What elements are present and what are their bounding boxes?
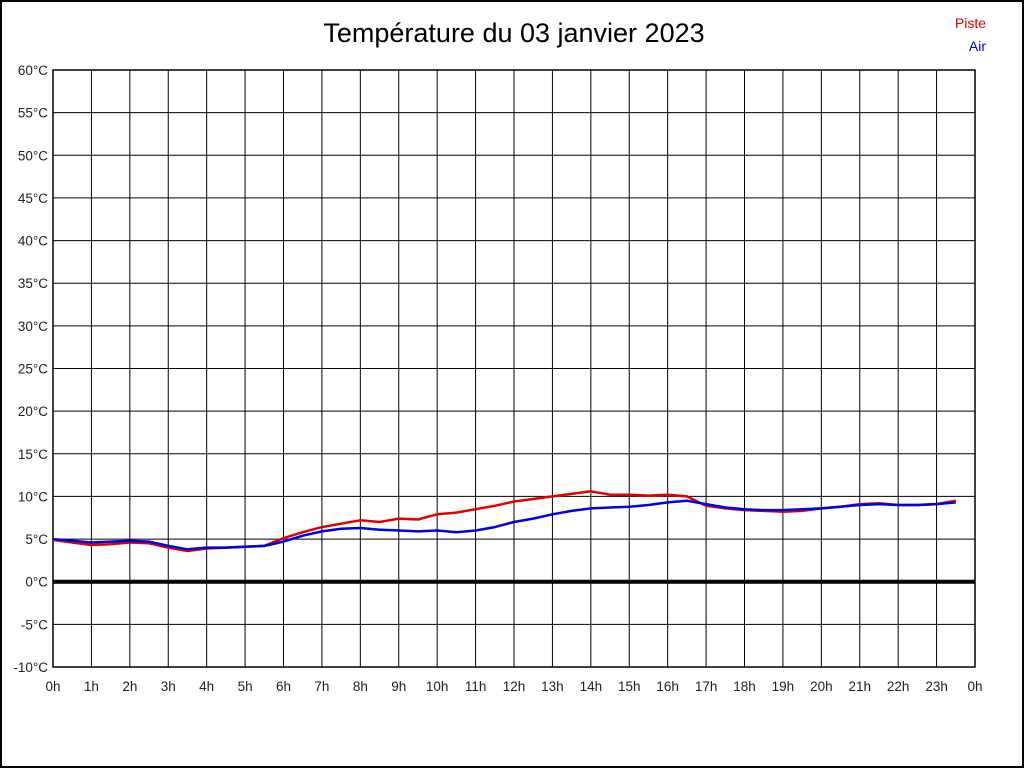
y-axis-tick-label: 50°C [18,148,48,163]
x-axis-tick-label: 1h [84,679,99,694]
piste-temperature-line [52,490,957,553]
y-axis-tick-label: 55°C [18,106,48,121]
x-axis-tick-label: 20h [810,679,833,694]
x-axis-tick-label: 14h [580,679,603,694]
y-axis-tick-label: 20°C [18,404,48,419]
y-axis-tick-label: 15°C [18,447,48,462]
legend: Piste Air [955,12,986,58]
x-axis-tick-label: 6h [276,679,291,694]
x-axis-tick-label: 7h [314,679,329,694]
x-axis-tick-label: 15h [618,679,641,694]
y-axis-tick-label: 25°C [18,362,48,377]
x-axis-tick-label: 22h [887,679,910,694]
y-axis-tick-label: 30°C [18,319,48,334]
legend-air: Air [968,38,986,54]
x-axis-tick-label: 4h [199,679,214,694]
x-axis-tick-label: 0h [45,679,60,694]
x-axis-tick-label: 23h [925,679,948,694]
y-axis-tick-label: -10°C [13,660,48,675]
x-axis-tick-label: 2h [122,679,137,694]
x-axis-tick-label: 16h [656,679,679,694]
x-axis-tick-label: 11h [465,679,487,694]
y-axis-tick-label: 45°C [18,191,48,206]
y-axis-tick-label: -5°C [21,617,48,632]
y-axis-tick-label: 35°C [18,276,48,291]
x-axis-tick-label: 3h [161,679,176,694]
x-axis-tick-label: 13h [541,679,564,694]
x-axis-tick-label: 19h [772,679,795,694]
x-axis-tick-label: 10h [426,679,449,694]
plot-frame [52,69,976,668]
x-axis-tick-label: 18h [733,679,756,694]
x-axis-tick-label: 17h [695,679,718,694]
x-axis-tick-label: 5h [238,679,253,694]
legend-piste: Piste [954,15,986,31]
x-axis-tick-label: 12h [503,679,526,694]
y-axis-tick-label: 10°C [18,489,48,504]
chart-title: Température du 03 janvier 2023 [323,18,705,48]
y-axis-tick-label: 40°C [18,234,48,249]
x-axis-tick-label: 0h [967,679,982,694]
x-axis-tick-label: 8h [353,679,368,694]
x-axis-tick-label: 9h [391,679,406,694]
y-axis-tick-label: 60°C [18,63,48,78]
x-axis-tick-label: 21h [848,679,871,694]
air-temperature-line [52,499,956,551]
y-axis-tick-label: 0°C [25,575,48,590]
y-axis-tick-label: 5°C [25,532,48,547]
